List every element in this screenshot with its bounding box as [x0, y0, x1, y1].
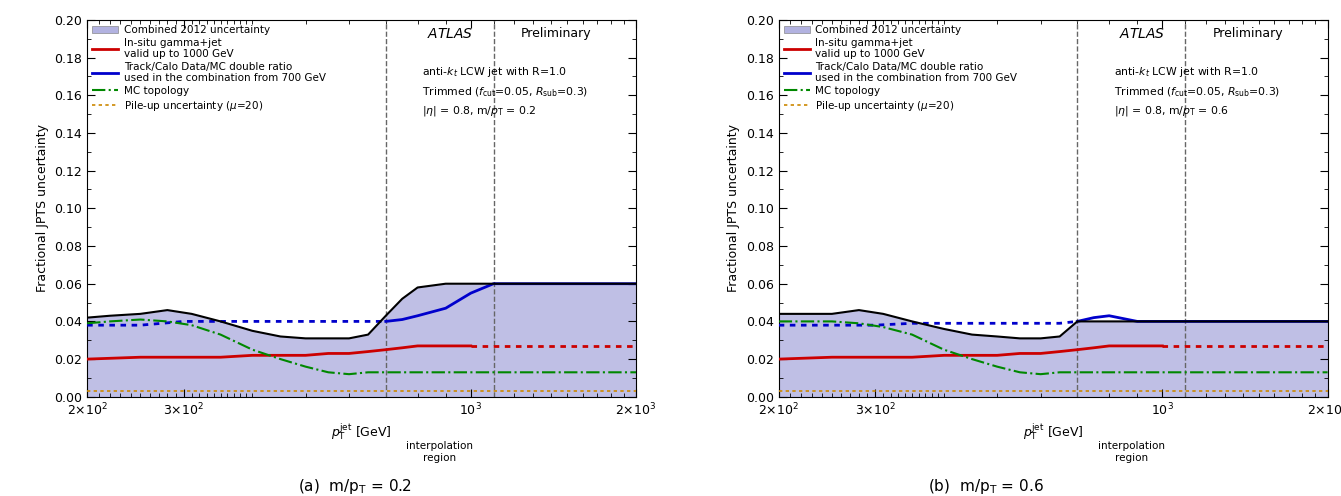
Legend: Combined 2012 uncertainty, In-situ gamma+jet
valid up to 1000 GeV, Track/Calo Da: Combined 2012 uncertainty, In-situ gamma… [90, 23, 327, 115]
Y-axis label: Fractional JPTS uncertainty: Fractional JPTS uncertainty [727, 124, 740, 292]
Text: $\it{ATLAS}$: $\it{ATLAS}$ [1118, 27, 1165, 41]
Text: interpolation
region: interpolation region [1098, 441, 1165, 463]
Text: (a)  m/p$_\mathrm{T}$ = 0.2: (a) m/p$_\mathrm{T}$ = 0.2 [298, 477, 413, 496]
Text: interpolation
region: interpolation region [406, 441, 473, 463]
Legend: Combined 2012 uncertainty, In-situ gamma+jet
valid up to 1000 GeV, Track/Calo Da: Combined 2012 uncertainty, In-situ gamma… [782, 23, 1019, 115]
Text: anti-$k_t$ LCW jet with R=1.0
Trimmed ($f_\mathrm{cut}$=0.05, $R_\mathrm{sub}$=0: anti-$k_t$ LCW jet with R=1.0 Trimmed ($… [1113, 65, 1279, 118]
X-axis label: $p_\mathrm{T}^\mathrm{jet}$ [GeV]: $p_\mathrm{T}^\mathrm{jet}$ [GeV] [1023, 421, 1084, 442]
Text: Preliminary: Preliminary [1212, 27, 1283, 40]
X-axis label: $p_\mathrm{T}^\mathrm{jet}$ [GeV]: $p_\mathrm{T}^\mathrm{jet}$ [GeV] [331, 421, 392, 442]
Text: Preliminary: Preliminary [520, 27, 591, 40]
Text: (b)  m/p$_\mathrm{T}$ = 0.6: (b) m/p$_\mathrm{T}$ = 0.6 [928, 477, 1043, 496]
Text: $\it{ATLAS}$: $\it{ATLAS}$ [428, 27, 473, 41]
Y-axis label: Fractional JPTS uncertainty: Fractional JPTS uncertainty [36, 124, 48, 292]
Text: anti-$k_t$ LCW jet with R=1.0
Trimmed ($f_\mathrm{cut}$=0.05, $R_\mathrm{sub}$=0: anti-$k_t$ LCW jet with R=1.0 Trimmed ($… [422, 65, 589, 118]
